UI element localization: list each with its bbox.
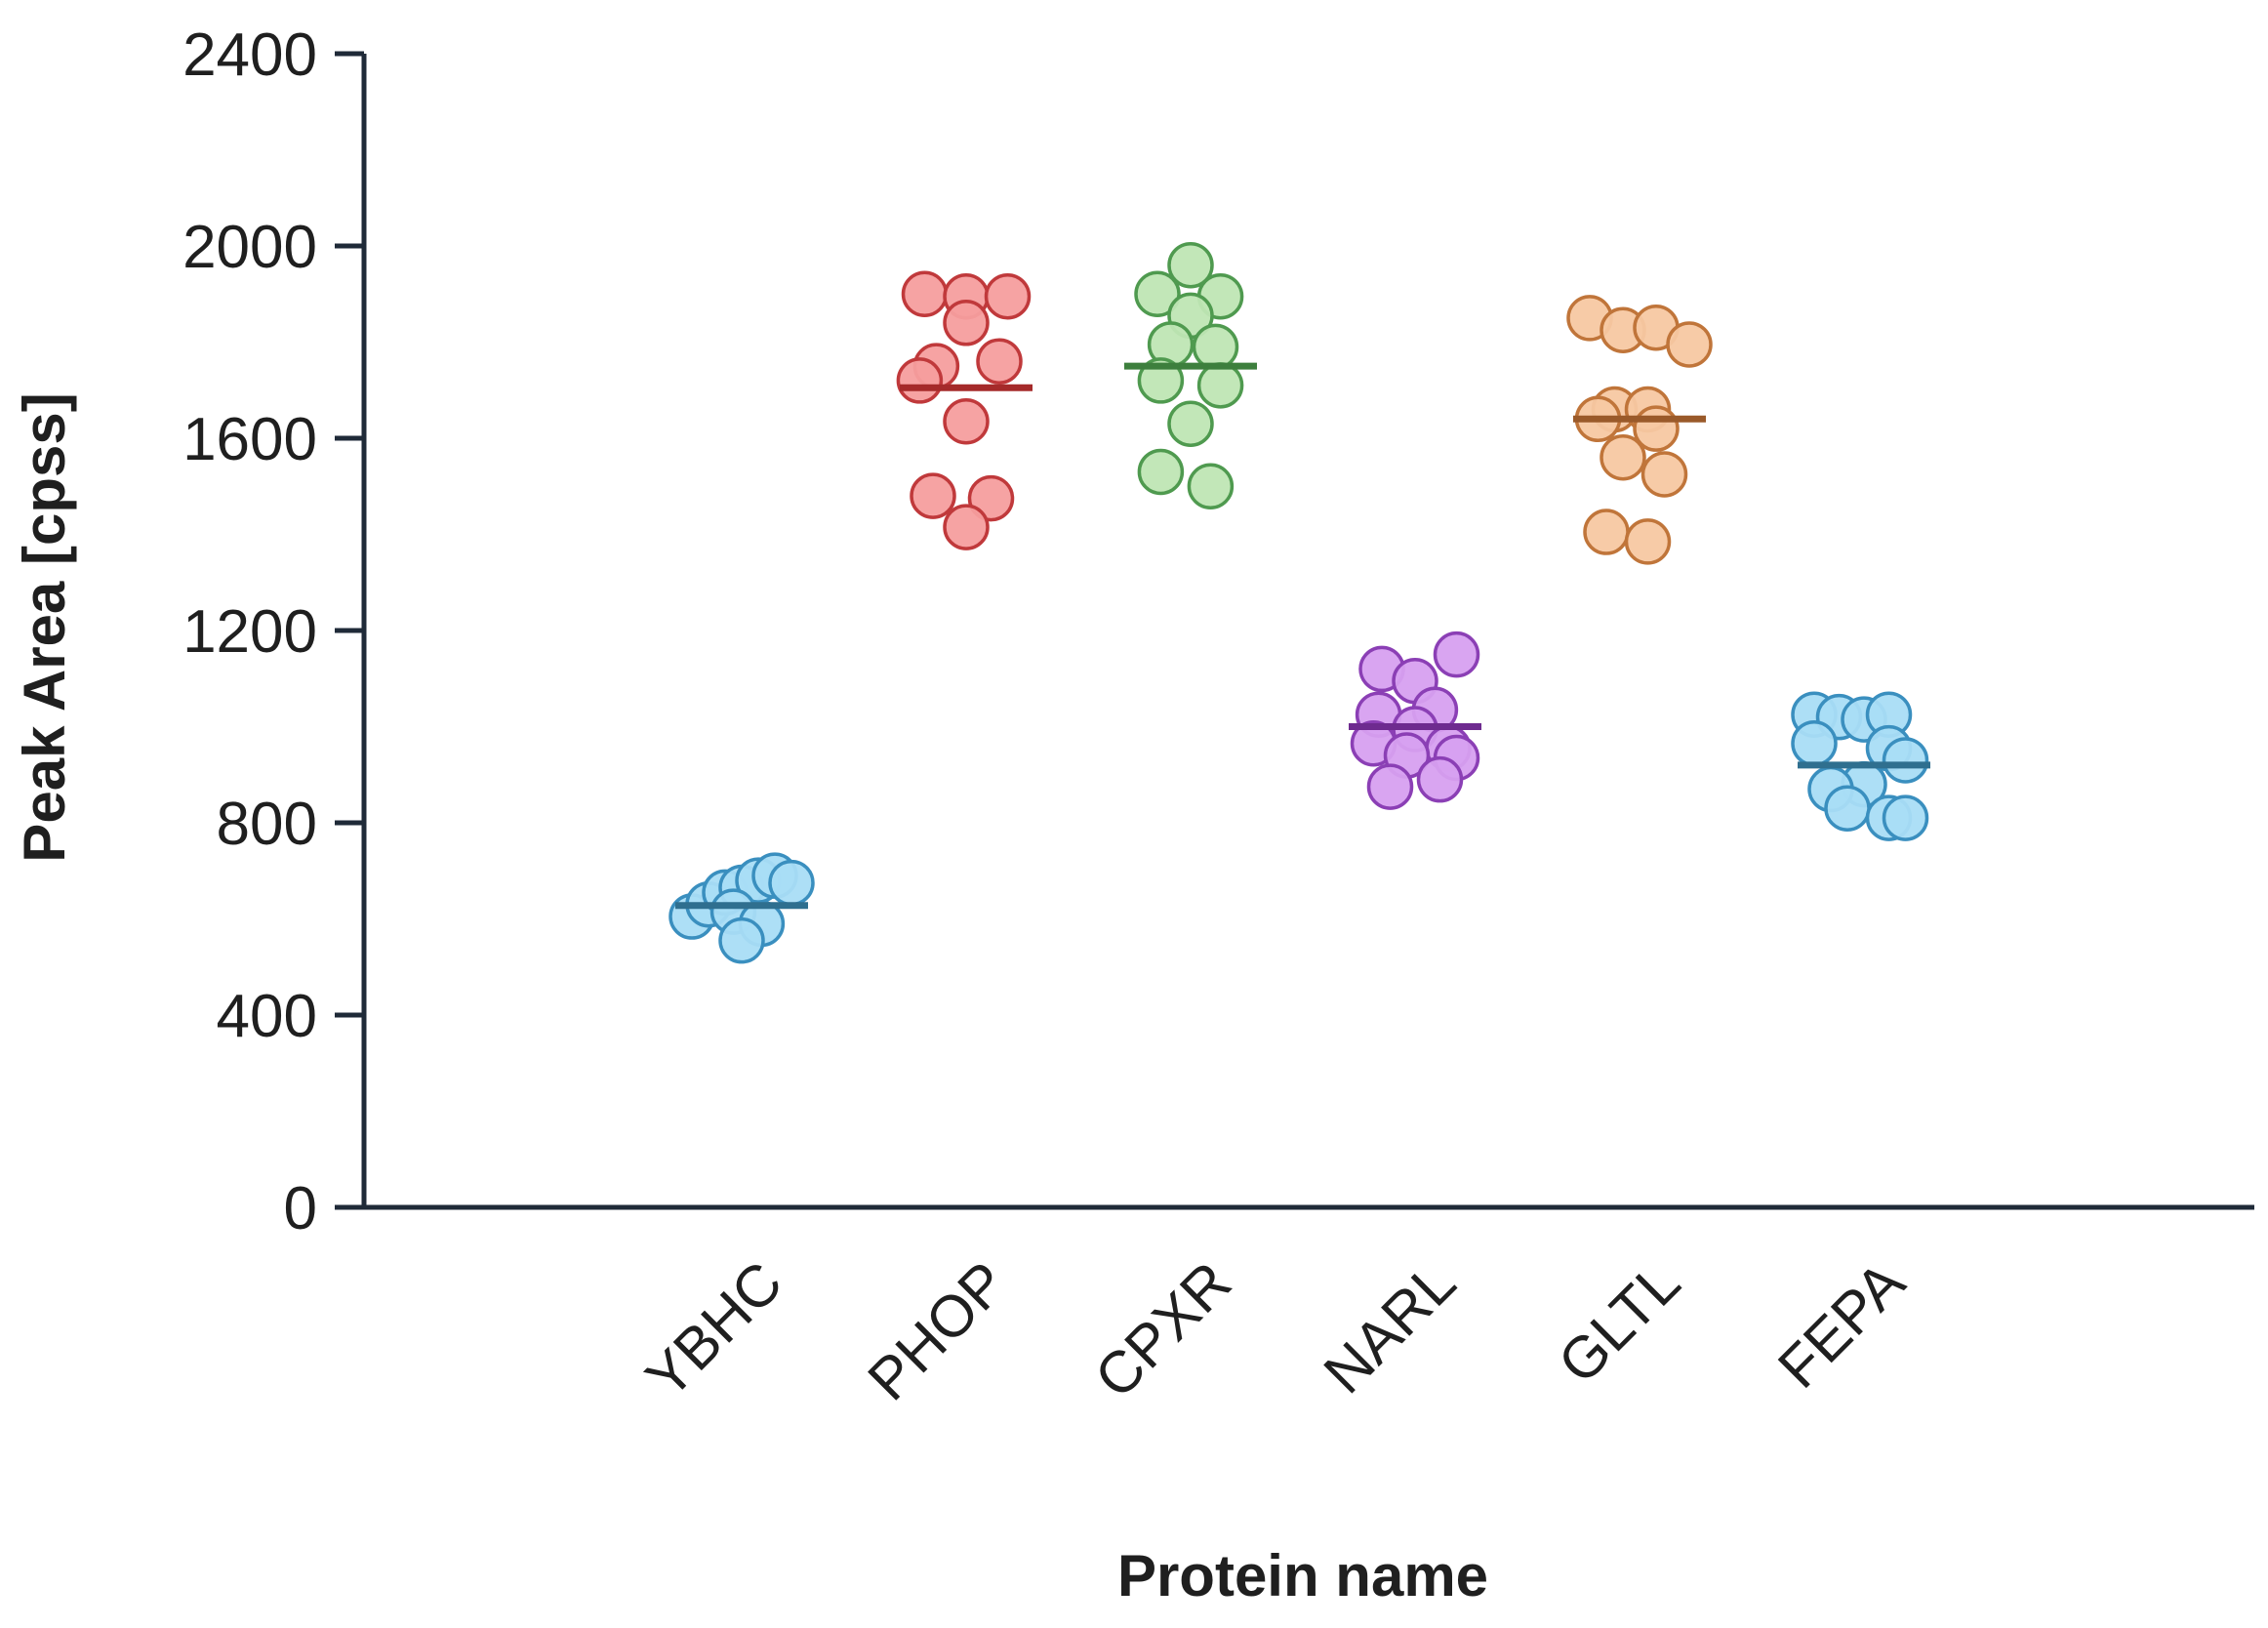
series-group: [1134, 241, 1244, 509]
y-tick-label: 2400: [182, 21, 317, 89]
data-point: [1167, 400, 1214, 447]
data-point: [1196, 362, 1244, 409]
data-points: [668, 241, 1929, 964]
data-point: [984, 272, 1032, 320]
data-point: [1433, 631, 1480, 678]
data-point: [1416, 755, 1464, 803]
data-point: [1167, 241, 1214, 289]
data-point: [1882, 794, 1929, 841]
data-point: [1137, 448, 1185, 496]
x-axis-title: Protein name: [1117, 1543, 1488, 1608]
category-labels: YBHC PHOP CPXR NARL GLTL FEPA: [633, 1249, 1917, 1413]
category-label: CPXR: [1082, 1249, 1243, 1410]
data-point: [910, 472, 956, 519]
category-label: FEPA: [1765, 1249, 1917, 1401]
data-point: [1366, 763, 1414, 810]
category-label: PHOP: [856, 1249, 1020, 1413]
series-group: [668, 852, 815, 964]
series-group: [1791, 691, 1929, 841]
y-axis: 0 400 800 1200 1600 2000 2400: [182, 21, 367, 1242]
y-tick-label: 800: [217, 791, 317, 858]
data-point: [1192, 323, 1239, 371]
data-point: [718, 916, 765, 964]
y-tick-label: 1600: [182, 406, 317, 473]
data-point: [1824, 785, 1871, 832]
category-label: YBHC: [633, 1249, 794, 1410]
y-tick-label: 400: [217, 983, 317, 1050]
data-point: [901, 270, 949, 317]
data-point: [896, 357, 944, 404]
series-group: [896, 270, 1032, 550]
series-group: [1350, 631, 1480, 810]
data-point: [943, 398, 990, 445]
data-point: [943, 504, 990, 550]
category-label: GLTL: [1546, 1249, 1692, 1396]
series-group: [1566, 295, 1713, 565]
y-axis-title: Peak Area [cpss]: [12, 392, 77, 862]
data-point: [976, 338, 1023, 385]
data-point: [1187, 463, 1235, 509]
data-point: [1882, 737, 1929, 784]
category-label: NARL: [1312, 1249, 1469, 1406]
data-point: [1666, 321, 1713, 368]
data-point: [943, 300, 990, 346]
data-point: [1791, 719, 1838, 767]
y-tick-label: 1200: [182, 598, 317, 666]
data-point: [1600, 433, 1646, 481]
data-point: [1640, 451, 1688, 498]
y-tick-label: 2000: [182, 214, 317, 281]
data-point: [1134, 270, 1181, 317]
data-point: [768, 859, 815, 907]
mean-lines: [675, 362, 1930, 910]
y-tick-label: 0: [284, 1175, 317, 1242]
data-point: [1137, 357, 1185, 404]
data-point: [1583, 509, 1630, 555]
data-point: [1624, 518, 1672, 565]
